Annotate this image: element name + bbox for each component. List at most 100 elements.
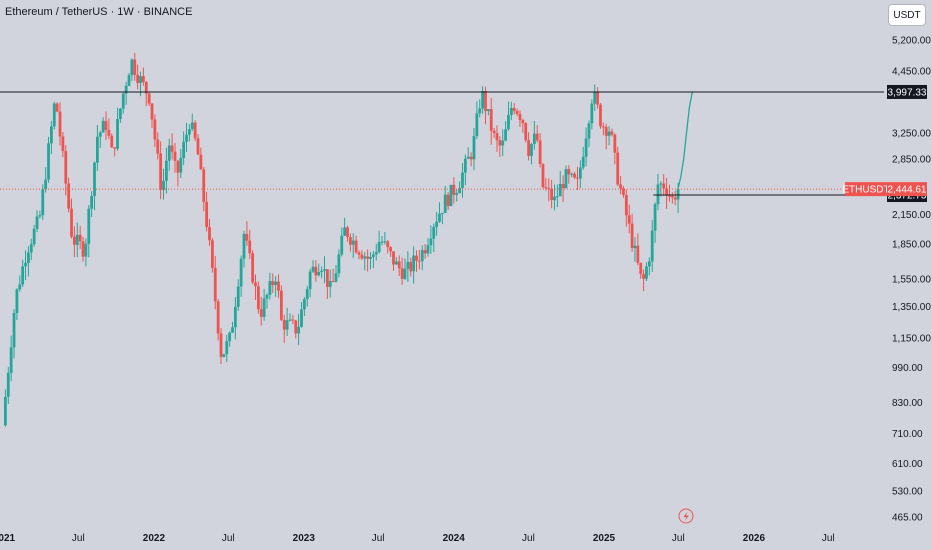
candle-body: [656, 184, 660, 205]
candle-body: [530, 144, 533, 156]
candle-body: [4, 396, 7, 426]
y-tick-label: 610.00: [892, 459, 923, 470]
candle-body: [389, 247, 393, 252]
candle-body: [90, 196, 94, 209]
candle-body: [279, 290, 283, 320]
candle-body: [573, 173, 576, 178]
candle-body: [216, 301, 220, 334]
candle-body: [118, 108, 122, 120]
candle-body: [581, 156, 585, 168]
candle-body: [199, 154, 203, 170]
candle-body: [386, 241, 390, 248]
candle-body: [15, 289, 19, 314]
symbol-title[interactable]: Ethereum / TetherUS · 1W · BINANCE: [5, 6, 193, 18]
candle-body: [377, 242, 381, 253]
candle-body: [676, 189, 680, 200]
candle-body: [26, 252, 30, 263]
y-tick-label: 3,250.00: [892, 128, 931, 139]
candle-body: [630, 223, 634, 249]
candle-body: [41, 189, 45, 216]
y-tick-label: 5,200.00: [892, 36, 931, 47]
candle-body: [668, 195, 671, 197]
candle-body: [558, 183, 562, 197]
currency-button[interactable]: USDT: [888, 4, 926, 26]
y-tick-label: 1,150.00: [892, 334, 931, 345]
candle-body: [35, 216, 39, 229]
candle-body: [277, 281, 280, 291]
candle-body: [331, 280, 335, 282]
candle-body: [256, 286, 260, 310]
candle-body: [584, 138, 588, 157]
candle-body: [607, 131, 611, 136]
candle-body: [245, 233, 249, 241]
x-tick-label: 2022: [143, 533, 166, 544]
candle-body: [455, 193, 459, 195]
candle-body: [213, 267, 217, 302]
candle-body: [6, 372, 10, 397]
candle-body: [578, 167, 582, 179]
candle-body: [58, 111, 62, 137]
candle-body: [95, 136, 99, 163]
candle-body: [645, 266, 648, 279]
candle-body: [271, 281, 275, 286]
candle-body: [185, 134, 188, 142]
candle-body: [75, 234, 79, 245]
candle-body: [501, 140, 505, 146]
candle-body: [343, 227, 347, 236]
candle-body: [346, 227, 349, 238]
candle-body: [231, 327, 234, 333]
candle-body: [392, 251, 395, 265]
candle-body: [156, 139, 160, 154]
candle-body: [55, 103, 59, 112]
candle-body: [636, 245, 640, 263]
candle-body: [18, 284, 22, 290]
candle-body: [650, 230, 654, 262]
candle-body: [662, 183, 666, 189]
candle-body: [219, 333, 223, 357]
candle-body: [515, 110, 519, 114]
candle-body: [452, 184, 456, 195]
y-tick-label: 4,450.00: [892, 66, 931, 77]
candle-body: [107, 130, 111, 136]
candle-body: [415, 255, 418, 261]
candle-body: [509, 107, 513, 115]
candle-body: [101, 120, 105, 133]
x-tick-label: 2023: [293, 533, 316, 544]
candle-body: [182, 141, 186, 158]
y-tick-label: 530.00: [892, 487, 923, 498]
candle-body: [288, 319, 292, 321]
candle-body: [305, 289, 309, 300]
candle-body: [162, 180, 165, 190]
candle-body: [567, 169, 571, 175]
candle-body: [314, 266, 318, 276]
candle-body: [176, 160, 180, 173]
candle-body: [357, 252, 361, 255]
candle-body: [423, 250, 427, 254]
candle-body: [179, 157, 183, 173]
lightning-icon[interactable]: [678, 508, 694, 524]
candle-body: [308, 271, 312, 290]
candle-body: [570, 173, 574, 175]
candle-body: [9, 347, 13, 373]
y-tick-label: 465.00: [892, 513, 923, 524]
candle-body: [84, 243, 88, 257]
candle-body: [449, 184, 453, 207]
lightning-bolt-icon: [683, 511, 689, 521]
y-tick-label: 710.00: [892, 429, 923, 440]
candle-body: [239, 258, 243, 287]
candle-body: [21, 266, 25, 285]
candle-body: [380, 241, 384, 243]
candle-body: [601, 126, 605, 128]
candle-body: [61, 136, 65, 152]
candle-body: [167, 145, 171, 161]
candle-body: [202, 169, 206, 202]
candle-body: [498, 140, 502, 146]
candle-body: [104, 120, 108, 131]
candle-body: [150, 103, 154, 120]
candle-body: [417, 260, 421, 262]
candle-body: [268, 281, 272, 295]
candle-body: [610, 131, 614, 135]
candle-body: [228, 332, 232, 342]
candle-body: [670, 195, 674, 198]
